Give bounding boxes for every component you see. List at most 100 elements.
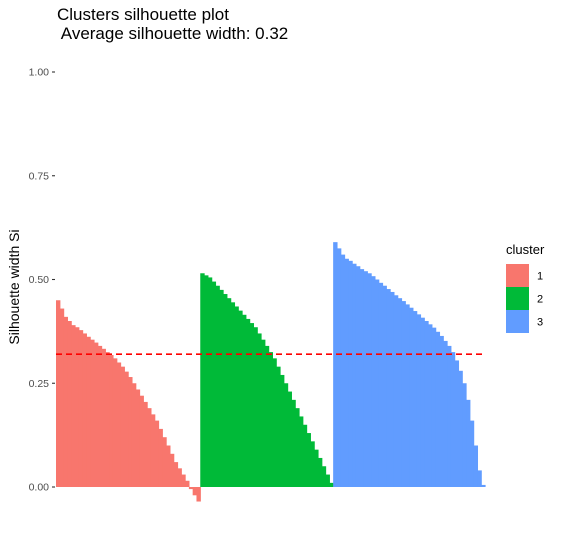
silhouette-bar-cluster-3 <box>405 304 410 487</box>
silhouette-bar-cluster-2 <box>207 277 213 487</box>
silhouette-bar-cluster-1 <box>90 339 95 487</box>
silhouette-bar-cluster-1 <box>63 316 68 487</box>
silhouette-bar-cluster-1 <box>131 383 137 487</box>
chart-title: Clusters silhouette plot <box>57 5 229 24</box>
legend-title: cluster <box>506 242 545 257</box>
silhouette-bar-cluster-1 <box>97 345 103 487</box>
silhouette-bar-cluster-2 <box>264 345 270 487</box>
silhouette-bar-cluster-2 <box>242 314 247 487</box>
silhouette-bar-cluster-2 <box>306 433 311 487</box>
silhouette-bar-cluster-3 <box>458 370 463 487</box>
silhouette-bar-cluster-1 <box>173 462 179 487</box>
silhouette-bar-cluster-2 <box>268 352 273 487</box>
silhouette-bar-cluster-3 <box>481 484 486 487</box>
silhouette-bar-cluster-1 <box>128 377 133 487</box>
silhouette-bar-cluster-1 <box>196 487 201 502</box>
silhouette-bar-cluster-2 <box>325 474 330 487</box>
silhouette-bar-cluster-3 <box>363 271 368 487</box>
silhouette-bar-cluster-2 <box>200 273 205 487</box>
silhouette-bar-cluster-3 <box>352 263 357 487</box>
y-tick-label: 0.00 <box>29 482 50 494</box>
silhouette-bar-cluster-2 <box>211 281 217 487</box>
silhouette-bar-cluster-3 <box>390 291 395 487</box>
silhouette-bar-cluster-3 <box>477 470 482 487</box>
silhouette-bar-cluster-3 <box>454 360 460 487</box>
legend-label-2: 2 <box>537 294 543 306</box>
silhouette-bar-cluster-1 <box>166 445 171 487</box>
silhouette-bar-cluster-3 <box>371 276 376 487</box>
silhouette-bar-cluster-3 <box>473 445 479 487</box>
silhouette-bar-cluster-1 <box>82 333 87 487</box>
silhouette-bar-cluster-3 <box>412 311 418 487</box>
silhouette-bar-cluster-2 <box>287 391 292 487</box>
silhouette-bar-cluster-2 <box>238 310 243 487</box>
silhouette-bar-cluster-1 <box>188 487 194 490</box>
silhouette-bar-cluster-1 <box>181 474 186 487</box>
silhouette-bar-cluster-1 <box>67 321 72 487</box>
silhouette-bar-cluster-1 <box>112 358 118 487</box>
silhouette-bar-cluster-2 <box>226 298 232 487</box>
silhouette-bar-cluster-3 <box>359 269 365 487</box>
silhouette-bar-cluster-1 <box>158 428 163 487</box>
silhouette-bar-cluster-1 <box>150 414 156 487</box>
silhouette-bar-cluster-2 <box>245 318 251 487</box>
silhouette-bar-cluster-1 <box>109 355 114 487</box>
silhouette-bar-cluster-2 <box>329 482 334 487</box>
silhouette-bar-cluster-2 <box>219 289 224 487</box>
silhouette-bar-cluster-2 <box>283 383 289 487</box>
silhouette-bar-cluster-3 <box>344 258 349 487</box>
silhouette-bar-cluster-3 <box>386 289 391 487</box>
silhouette-bar-cluster-3 <box>397 298 403 487</box>
silhouette-bar-cluster-2 <box>302 424 308 487</box>
silhouette-bar-cluster-1 <box>71 325 76 487</box>
silhouette-bar-cluster-1 <box>143 401 148 487</box>
silhouette-bar-cluster-1 <box>105 352 110 487</box>
silhouette-bar-cluster-1 <box>177 468 182 487</box>
y-tick-label: 0.25 <box>29 378 50 390</box>
legend-key-3 <box>506 310 529 333</box>
silhouette-bar-cluster-1 <box>124 371 129 487</box>
silhouette-bar-cluster-3 <box>348 260 353 487</box>
silhouette-bar-cluster-2 <box>279 374 285 487</box>
silhouette-bar-cluster-3 <box>428 324 433 487</box>
silhouette-bar-cluster-3 <box>340 254 346 487</box>
silhouette-bar-cluster-2 <box>261 339 266 487</box>
silhouette-bar-cluster-1 <box>101 348 106 487</box>
y-tick-label: 1.00 <box>29 67 50 79</box>
silhouette-bar-cluster-3 <box>367 273 372 487</box>
legend-key-2 <box>506 287 529 310</box>
silhouette-bar-cluster-3 <box>462 383 467 487</box>
silhouette-bar-cluster-2 <box>249 323 255 487</box>
silhouette-bar-cluster-3 <box>416 314 422 487</box>
silhouette-bar-cluster-3 <box>333 242 338 487</box>
legend-label-1: 1 <box>537 271 543 283</box>
silhouette-bar-cluster-2 <box>215 285 220 487</box>
silhouette-bar-cluster-1 <box>74 327 80 487</box>
silhouette-bar-cluster-3 <box>401 301 406 487</box>
legend-key-1 <box>506 264 529 287</box>
silhouette-bar-cluster-2 <box>234 306 239 487</box>
silhouette-bar-cluster-2 <box>272 358 277 487</box>
y-tick-label: 0.50 <box>29 274 50 286</box>
silhouette-bar-cluster-3 <box>420 317 425 487</box>
silhouette-bar-cluster-2 <box>314 449 319 487</box>
silhouette-bar-cluster-3 <box>435 331 441 487</box>
legend-label-3: 3 <box>537 317 543 329</box>
silhouette-bar-cluster-2 <box>276 366 281 487</box>
silhouette-bar-cluster-1 <box>120 366 125 487</box>
silhouette-bar-cluster-3 <box>439 335 444 487</box>
y-axis-title: Silhouette width Si <box>6 229 22 344</box>
silhouette-bar-cluster-3 <box>374 279 380 487</box>
silhouette-bar-cluster-1 <box>185 480 190 487</box>
silhouette-bar-cluster-3 <box>382 285 387 487</box>
silhouette-bar-cluster-1 <box>59 308 65 487</box>
silhouette-bar-cluster-2 <box>204 275 209 487</box>
silhouette-bar-cluster-2 <box>298 416 304 487</box>
y-axis: 0.00 0.25 0.50 0.75 1.00 <box>29 67 55 494</box>
y-tick-label: 0.75 <box>29 170 50 182</box>
silhouette-bar-cluster-2 <box>230 302 236 487</box>
silhouette-bar-cluster-3 <box>336 248 342 487</box>
silhouette-bar-cluster-1 <box>93 342 99 487</box>
silhouette-bar-cluster-3 <box>424 321 429 487</box>
silhouette-bar-cluster-1 <box>192 487 198 496</box>
